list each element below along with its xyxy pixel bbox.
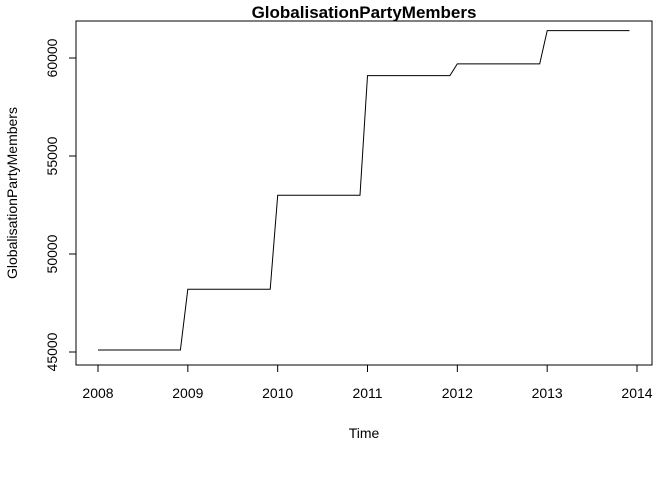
y-tick-label: 55000 (44, 136, 60, 175)
x-axis: 2008 2009 2010 2011 2012 2013 2014 (82, 364, 653, 401)
x-tick-label: 2011 (352, 385, 382, 401)
chart-title: GlobalisationPartyMembers (252, 3, 477, 22)
plot-frame (75, 20, 653, 366)
x-tick-label: 2009 (172, 385, 203, 401)
x-tick-label: 2014 (621, 385, 652, 401)
y-tick-label: 60000 (44, 38, 60, 77)
x-tick-label: 2010 (262, 385, 293, 401)
y-tick-label: 50000 (44, 234, 60, 273)
x-tick-label: 2008 (82, 385, 113, 401)
x-tick-label: 2013 (532, 385, 563, 401)
y-tick-label: 45000 (44, 332, 60, 371)
series-line (98, 30, 630, 351)
x-tick-label: 2012 (442, 385, 473, 401)
x-axis-label: Time (349, 425, 380, 441)
y-axis-label: GlobalisationPartyMembers (4, 107, 20, 279)
y-axis: 45000 50000 55000 60000 (44, 38, 77, 371)
